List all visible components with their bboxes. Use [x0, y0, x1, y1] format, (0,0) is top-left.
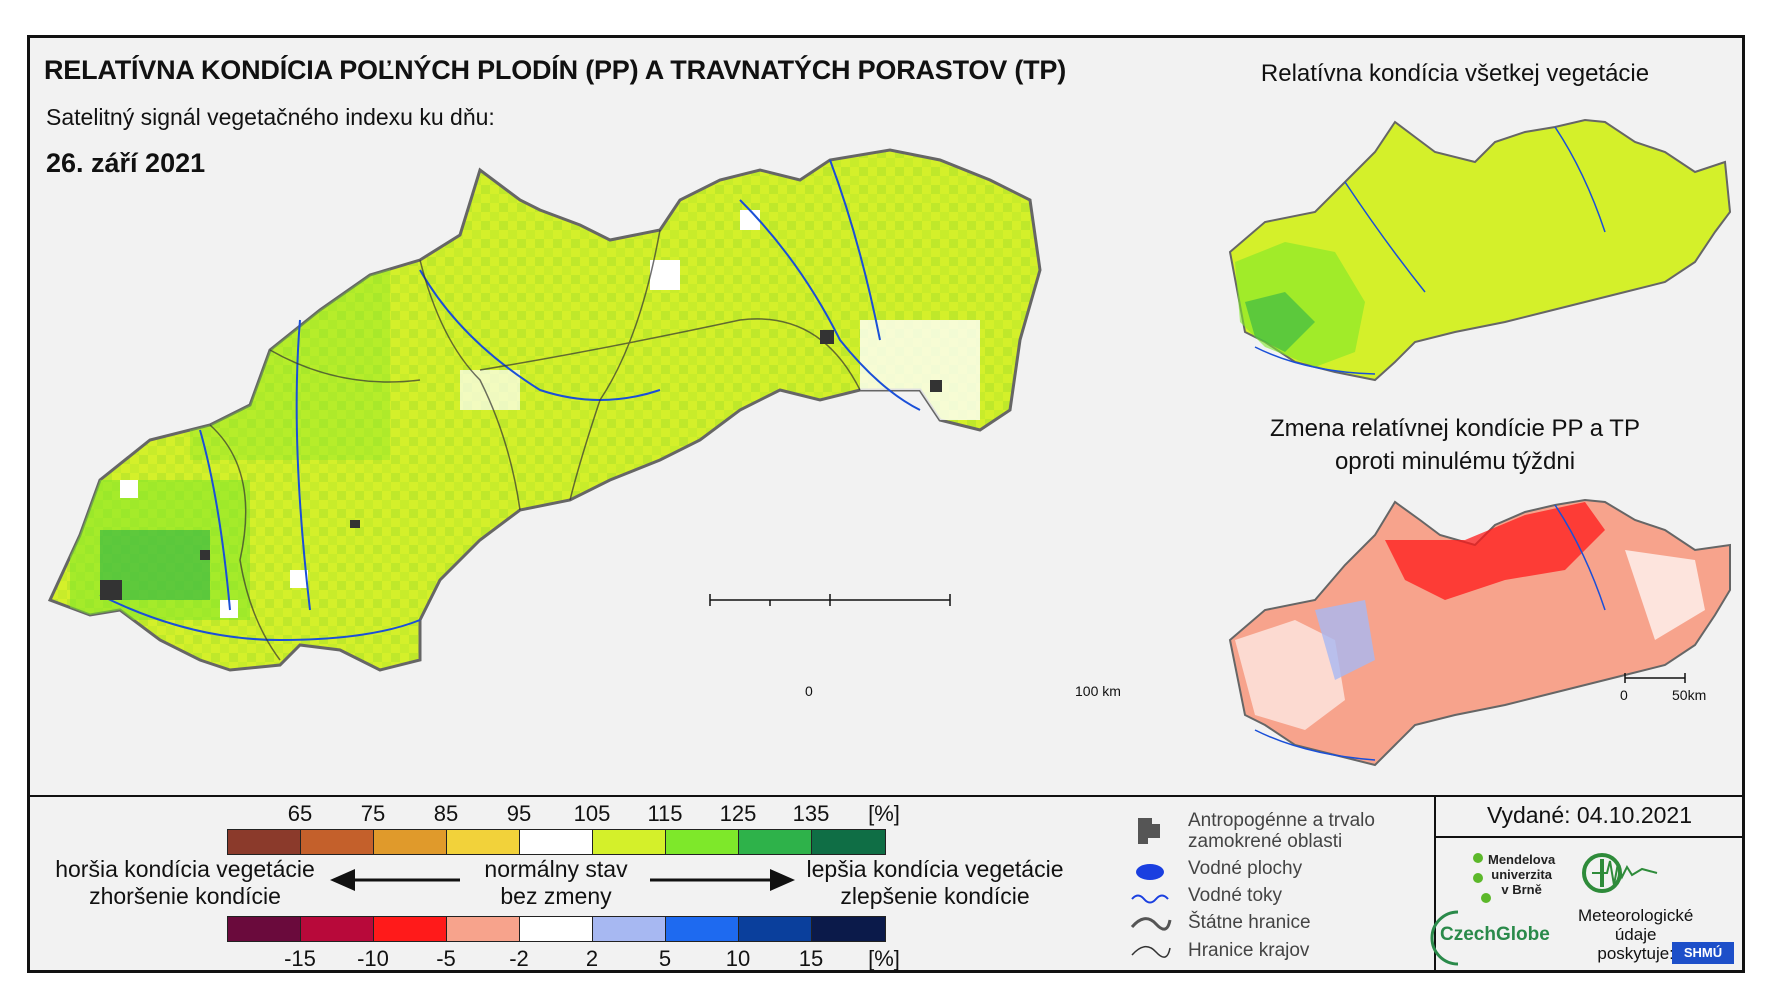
condition-swatch: [666, 830, 739, 854]
condition-tick-label: 95: [506, 801, 532, 826]
change-tick-label: -15: [284, 946, 316, 971]
key-anthropogenic: Antropogénne a trvalo zamokrené oblasti: [1188, 810, 1375, 852]
change-tick-label: [%]: [868, 946, 900, 971]
issued-separator: [1434, 836, 1745, 838]
condition-tick-label: 65: [287, 801, 313, 826]
river-icon: [1131, 894, 1169, 904]
change-tick-label: -10: [357, 946, 389, 971]
better-label: lepšia kondícia vegetácie zlepšenie kond…: [806, 856, 1064, 909]
legend-panel: [27, 795, 1745, 973]
condition-colorbar: [227, 829, 886, 855]
normal-label: normálny stav bez zmeny: [484, 856, 628, 909]
anthropogenic-icon: [1138, 818, 1160, 844]
change-swatch: [666, 917, 739, 941]
shmu-logo: SHMÚ: [1672, 942, 1734, 964]
legend-separator: [1434, 795, 1436, 973]
key-rivers: Vodné toky: [1188, 885, 1283, 906]
data-date: 26. září 2021: [46, 148, 206, 178]
water-body-icon: [1136, 864, 1164, 880]
condition-swatch: [593, 830, 666, 854]
key-water-bodies: Vodné plochy: [1188, 858, 1303, 879]
change-swatch: [447, 917, 520, 941]
change-tick-label: -5: [436, 946, 456, 971]
main-scale-end: 100 km: [1075, 683, 1121, 699]
meteo-provider: Meteorologické údaje poskytuje:: [1578, 906, 1694, 963]
mendel-logo: Mendelova univerzita v Brně: [1488, 852, 1556, 897]
change-swatch: [301, 917, 374, 941]
legend-arrows: [330, 869, 795, 891]
change-swatch: [739, 917, 812, 941]
page-title: RELATÍVNA KONDÍCIA POĽNÝCH PLODÍN (PP) A…: [44, 55, 1067, 85]
condition-tick-label: 115: [647, 801, 683, 826]
issued-date: Vydané: 04.10.2021: [1486, 802, 1693, 828]
change-swatch: [593, 917, 666, 941]
side-bottom-title-2: oproti minulému týždni: [1334, 448, 1576, 475]
czechglobe-logo: CzechGlobe: [1440, 924, 1550, 945]
key-region-border: Hranice krajov: [1188, 940, 1310, 961]
change-tick-label: 15: [798, 946, 824, 971]
change-tick-label: -2: [509, 946, 529, 971]
side-top-title: Relatívna kondícia všetkej vegetácie: [1260, 60, 1650, 87]
side-scale-start: 0: [1620, 687, 1628, 703]
all-vegetation-map: [1228, 118, 1732, 382]
condition-swatch: [301, 830, 374, 854]
change-colorbar: [227, 916, 886, 942]
page-subtitle: Satelitný signál vegetačného indexu ku d…: [46, 104, 495, 130]
main-scale-start: 0: [805, 683, 813, 699]
main-map: [47, 148, 1042, 672]
side-scale-end: 50km: [1672, 687, 1707, 703]
condition-tick-label: 75: [360, 801, 386, 826]
change-map: [1228, 498, 1731, 767]
region-border-icon: [1131, 946, 1171, 958]
main-scale-bar: [709, 594, 951, 606]
change-tick-label: 5: [658, 946, 672, 971]
condition-swatch: [812, 830, 885, 854]
change-swatch: [520, 917, 593, 941]
czechglobe-arc: [1430, 910, 1459, 966]
condition-swatch: [228, 830, 301, 854]
condition-tick-label: [%]: [868, 801, 900, 826]
condition-swatch: [520, 830, 593, 854]
condition-tick-label: 125: [719, 801, 757, 826]
condition-tick-label: 85: [433, 801, 459, 826]
condition-swatch: [374, 830, 447, 854]
legend-key-symbols: [1130, 818, 1172, 958]
condition-tick-label: 135: [792, 801, 830, 826]
key-state-border: Štátne hranice: [1188, 912, 1311, 933]
state-border-icon: [1130, 917, 1172, 931]
side-bottom-title-1: Zmena relatívnej kondície PP a TP: [1270, 415, 1640, 442]
change-swatch: [228, 917, 301, 941]
worse-label: horšia kondícia vegetácie zhoršenie kond…: [55, 856, 315, 909]
change-swatch: [374, 917, 447, 941]
change-tick-label: 10: [725, 946, 751, 971]
mendel-logo-dots: [1473, 853, 1491, 903]
side-scale-bar: [1624, 673, 1686, 683]
condition-swatch: [447, 830, 520, 854]
ustav-logo: [1582, 853, 1658, 893]
change-tick-label: 2: [585, 946, 599, 971]
change-swatch: [812, 917, 885, 941]
condition-tick-label: 105: [573, 801, 611, 826]
condition-swatch: [739, 830, 812, 854]
